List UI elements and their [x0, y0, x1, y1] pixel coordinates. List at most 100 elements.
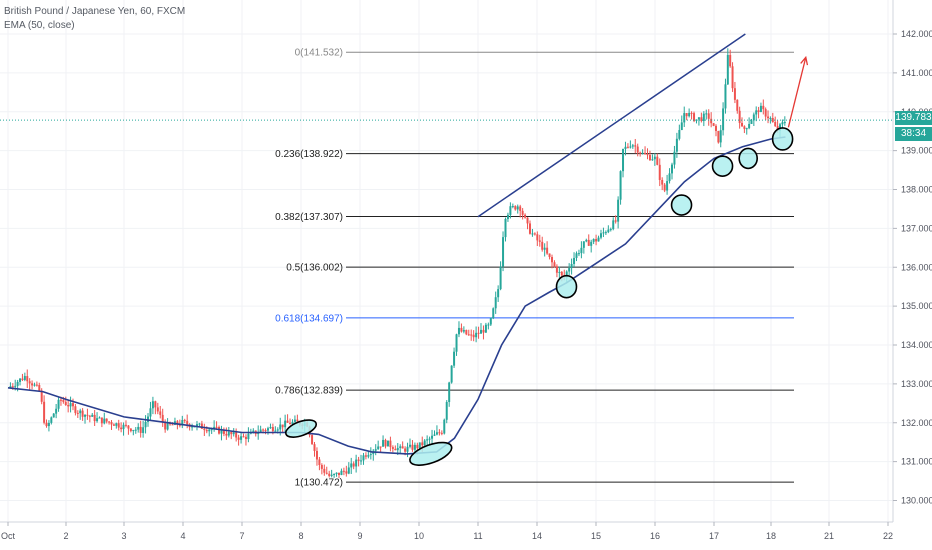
candle-body — [79, 410, 82, 414]
candle-body — [178, 424, 181, 426]
time-axis[interactable]: Oct 2 3 4 7 8 9 10 11 14 15 16 17 18 21 22 — [0, 521, 893, 541]
candle-body — [115, 423, 118, 426]
annotations[interactable] — [0, 33, 893, 470]
candle-body — [626, 146, 629, 148]
candle-body — [690, 112, 693, 114]
candle-body — [426, 439, 429, 441]
candle-body — [604, 232, 607, 234]
chart-title: British Pound / Japanese Yen, 60, FXCM — [4, 6, 186, 17]
candle-body — [502, 237, 505, 267]
candle-body — [367, 455, 370, 457]
candle-body — [433, 434, 436, 436]
touch-marker[interactable] — [284, 417, 319, 441]
touch-marker[interactable] — [771, 127, 794, 151]
candle-body — [352, 463, 355, 467]
candle-body — [171, 424, 174, 426]
candle-body — [164, 421, 167, 430]
candle-body — [688, 112, 691, 117]
candle-body — [86, 414, 89, 416]
candle-body — [697, 117, 700, 120]
trendline[interactable] — [477, 33, 746, 218]
candle-body — [38, 385, 41, 391]
candle-body — [311, 435, 314, 445]
candle-body — [531, 233, 534, 235]
fibonacci-retracement[interactable]: 0(141.532) 0.236(138.922) 0.382(137.307) 0.… — [275, 48, 794, 489]
candle-body — [663, 184, 666, 191]
candle-body — [693, 113, 696, 122]
candle-body — [110, 422, 113, 425]
candle-body — [276, 429, 279, 431]
candle-body — [748, 123, 751, 129]
candle-body — [360, 460, 363, 462]
candle-body — [108, 421, 111, 423]
candle-body — [428, 438, 431, 440]
projection-arrow[interactable] — [787, 57, 807, 128]
candle-body — [122, 424, 125, 430]
candle-body — [342, 470, 345, 472]
candle-body — [646, 154, 649, 156]
candle-body — [218, 427, 221, 434]
candle-body — [105, 418, 108, 422]
touch-marker[interactable] — [738, 147, 759, 170]
candle-body — [269, 427, 272, 429]
candle-body — [472, 334, 475, 338]
fib-label-0.236: 0.236(138.922) — [275, 149, 343, 160]
candle-body — [315, 450, 318, 460]
candle-body — [619, 171, 622, 200]
candle-body — [673, 151, 676, 165]
candle-body — [28, 381, 31, 384]
countdown-badge: 38:34 — [895, 127, 932, 141]
candle-body — [166, 422, 169, 430]
candle-body — [394, 448, 397, 451]
candle-body — [84, 414, 87, 417]
candle-body — [536, 234, 539, 241]
time-tick-label: 10 — [414, 531, 424, 541]
fib-label-0.618: 0.618(134.697) — [275, 313, 343, 324]
candle-body — [558, 271, 561, 273]
candle-body — [69, 403, 72, 407]
indicator-legend[interactable]: EMA (50, close) — [4, 20, 75, 31]
candle-body — [313, 444, 316, 451]
candle-body — [320, 465, 323, 469]
candle-body — [587, 239, 590, 246]
candle-body — [139, 426, 142, 433]
candle-body — [43, 401, 46, 423]
candle-body — [548, 253, 551, 258]
candle-body — [154, 401, 157, 408]
candle-body — [656, 156, 659, 165]
candle-body — [406, 446, 409, 452]
candle-body — [198, 423, 201, 425]
candle-body — [570, 264, 573, 269]
touch-marker[interactable] — [670, 194, 693, 216]
candle-body — [494, 297, 497, 309]
last-price-badge: 139.783 — [895, 111, 932, 125]
candle-body — [641, 152, 644, 154]
candle-body — [731, 66, 734, 89]
candle-body — [685, 113, 688, 117]
candle-body — [264, 430, 267, 432]
candle-body — [590, 241, 593, 246]
candle-body — [45, 422, 48, 427]
price-axis[interactable]: 130.000 131.000 132.000 133.000 134.000 135.0… — [892, 0, 932, 522]
candle-body — [670, 164, 673, 174]
candle-body — [582, 241, 585, 248]
candle-body — [516, 206, 519, 210]
candle-body — [480, 329, 483, 334]
candle-body — [707, 113, 710, 119]
candle-body — [247, 433, 250, 440]
candle-body — [431, 435, 434, 439]
touch-marker[interactable] — [711, 155, 734, 177]
candle-body — [683, 113, 686, 123]
touch-marker[interactable] — [555, 274, 578, 299]
candle-body — [33, 384, 36, 386]
candle-body — [597, 237, 600, 242]
candle-body — [712, 123, 715, 126]
candle-body — [262, 429, 265, 431]
price-tick-label: 138.000 — [901, 185, 932, 195]
time-tick-label: 21 — [824, 531, 834, 541]
candle-body — [453, 351, 456, 366]
candle-body — [524, 214, 527, 218]
touch-marker[interactable] — [407, 438, 455, 470]
time-tick-label: 11 — [473, 531, 482, 541]
